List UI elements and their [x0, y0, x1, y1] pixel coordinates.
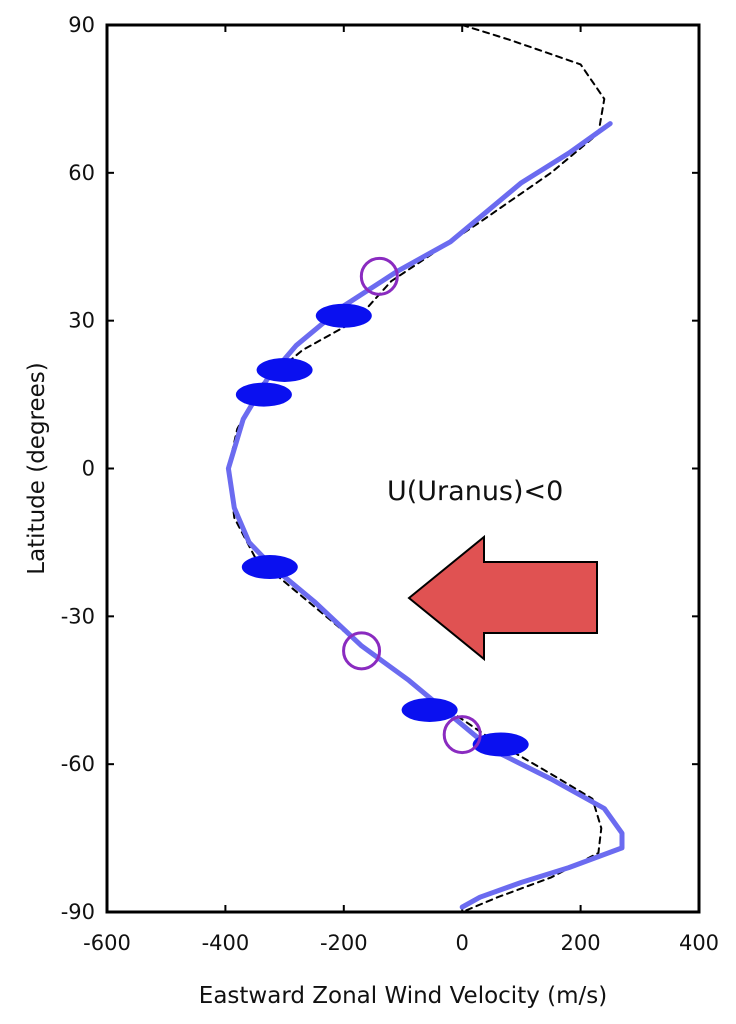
y-tick-label: 60 — [68, 161, 95, 185]
y-ticks: 90 60 30 0 -30 -60 -90 — [61, 13, 699, 924]
y-axis-title: Latitude (degrees) — [24, 362, 50, 575]
x-tick-label: 0 — [456, 931, 469, 955]
open-circle-marker — [359, 256, 399, 296]
filled-marker — [401, 697, 458, 722]
series-lines — [225, 24, 625, 913]
y-tick-label: -60 — [61, 752, 95, 776]
y-tick-label: 90 — [68, 13, 95, 37]
y-tick-label: -90 — [61, 900, 95, 924]
filled-marker — [241, 555, 298, 580]
filled-marker — [315, 303, 372, 328]
x-tick-label: -400 — [202, 931, 250, 955]
x-ticks: -600 -400 -200 0 200 400 — [83, 25, 719, 955]
annotation: U(Uranus)<0 — [387, 476, 598, 662]
y-tick-label: 30 — [68, 309, 95, 333]
x-tick-label: 200 — [561, 931, 601, 955]
left-arrow-icon — [407, 534, 598, 662]
data-markers — [235, 256, 529, 757]
open-circle-marker — [342, 631, 382, 671]
filled-marker — [256, 357, 313, 382]
y-tick-label: 0 — [82, 457, 95, 481]
axis-frame — [105, 23, 701, 914]
filled-marker — [235, 382, 292, 407]
x-axis-title: Eastward Zonal Wind Velocity (m/s) — [199, 983, 607, 1009]
x-tick-label: -200 — [320, 931, 368, 955]
y-tick-label: -30 — [61, 604, 95, 628]
plot-frame — [105, 23, 701, 914]
filled-marker — [472, 732, 529, 757]
solid-series-line — [225, 121, 625, 910]
x-tick-label: -600 — [83, 931, 131, 955]
x-tick-label: 400 — [679, 931, 719, 955]
open-circle-marker — [442, 715, 482, 755]
annotation-text: U(Uranus)<0 — [387, 476, 563, 507]
